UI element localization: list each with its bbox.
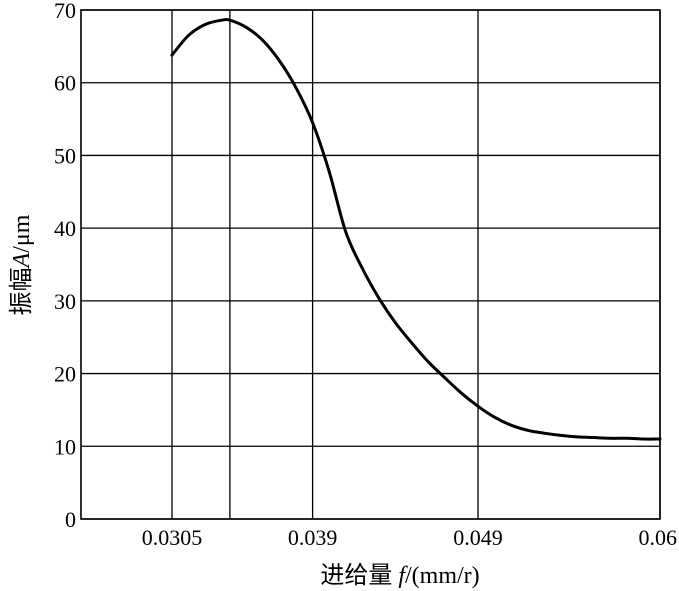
- series-line: [170, 17, 662, 441]
- y-tick-label: 70: [54, 0, 76, 23]
- x-tick-label: 0.0305: [142, 525, 203, 550]
- plot-frame: [80, 9, 661, 520]
- y-tick-label: 50: [54, 143, 76, 168]
- y-tick-label: 60: [54, 71, 76, 96]
- y-tick-labels: 0 10 20 30 40 50 60 70: [54, 0, 76, 532]
- x-tick-label: 0.06: [639, 525, 678, 550]
- y-tick-label: 0: [65, 507, 76, 532]
- y-tick-label: 10: [54, 434, 76, 459]
- x-axis-title: 进给量 f/(mm/r): [320, 562, 479, 589]
- y-tick-label: 40: [54, 216, 76, 241]
- x-tick-label: 0.049: [453, 525, 503, 550]
- grid-lines: [81, 9, 661, 520]
- y-tick-label: 30: [54, 289, 76, 314]
- x-tick-labels: 0.0305 0.039 0.049 0.06: [142, 525, 677, 550]
- x-tick-label: 0.039: [288, 525, 338, 550]
- y-tick-label: 20: [54, 362, 76, 387]
- y-axis-title: 振幅A/μm: [8, 214, 35, 315]
